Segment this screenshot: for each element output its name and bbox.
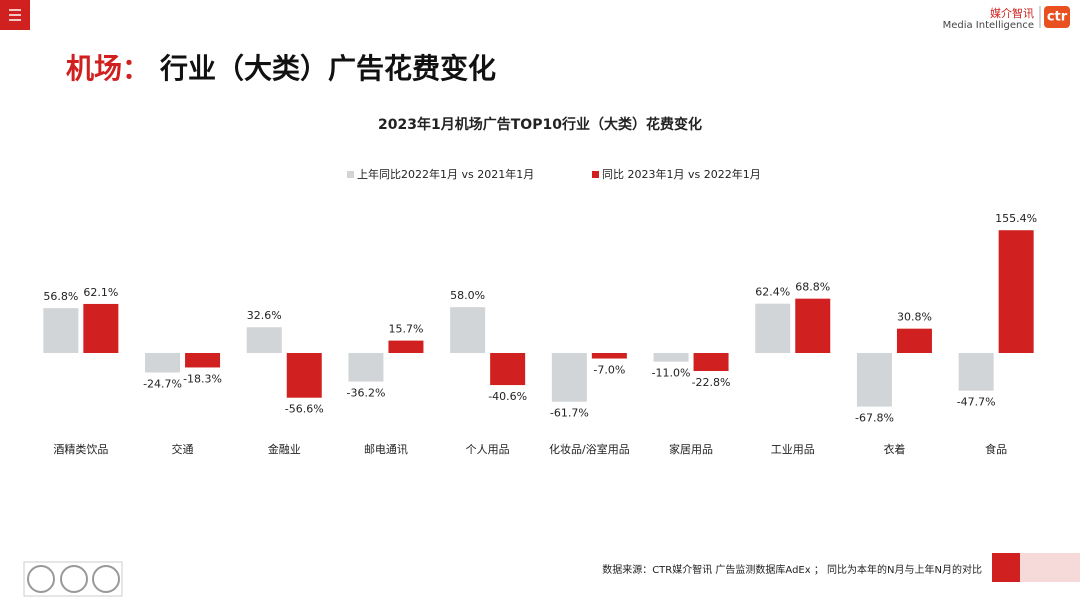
data-label: -47.7% [957,396,996,409]
bar [998,230,1034,353]
bar [755,303,791,353]
data-label: 62.4% [755,286,790,299]
bar [591,353,627,359]
data-label: 30.8% [897,311,932,324]
data-label: -67.8% [855,412,894,425]
x-tick-label: 个人用品 [466,443,510,456]
bar [490,353,526,386]
x-tick-label: 食品 [985,442,1007,456]
bar [450,307,486,353]
footer-band [1020,553,1080,582]
certification-badges [23,561,123,597]
x-tick-label: 金融业 [268,442,301,456]
bar [856,353,892,407]
x-tick-label: 化妆品/浴室用品 [549,442,630,456]
bar [145,353,181,373]
data-label: 62.1% [83,286,118,299]
legend-swatch [347,171,354,178]
legend-label: 同比 2023年1月 vs 2022年1月 [602,167,761,181]
bar [286,353,322,398]
data-label: 68.8% [795,281,830,294]
data-label: 15.7% [388,323,423,336]
bar [551,353,587,402]
x-tick-label: 邮电通讯 [364,443,408,456]
data-label: 56.8% [43,290,78,303]
bar [795,298,831,353]
data-label: -7.0% [593,364,625,377]
data-label: -56.6% [285,403,324,416]
bar [246,327,282,353]
logo-badge [1044,6,1070,28]
slide-title-prefix: 机场： [66,52,150,85]
data-label: 32.6% [247,309,282,322]
chart-title: 2023年1月机场广告TOP10行业（大类）花费变化 [378,116,702,133]
logo-en: Media Intelligence [943,20,1034,31]
data-label: -22.8% [692,376,731,389]
x-tick-label: 酒精类饮品 [53,442,108,456]
data-label: -61.7% [550,407,589,420]
bar [653,353,689,362]
footer-source: 数据来源：CTR媒介智讯 广告监测数据库AdEx ； 同比为本年的N月与上年N月… [602,563,982,576]
data-label: -11.0% [652,367,691,380]
slide-title: 行业（大类）广告花费变化 [159,52,496,85]
chart: 上年同比2022年1月 vs 2021年1月 同比 2023年1月 vs 2022… [43,167,1037,456]
bar [185,353,221,368]
legend-swatch [592,171,599,178]
data-label: 155.4% [995,212,1037,225]
bar [693,353,729,372]
x-tick-label: 衣着 [883,442,905,456]
x-tick-label: 家居用品 [669,442,713,456]
bar [388,340,424,353]
data-label: 58.0% [450,289,485,302]
logo-mark: ctr [1047,10,1068,25]
bar [83,303,119,353]
footer-accent [992,553,1020,582]
bar [43,308,79,353]
data-label: -36.2% [346,387,385,400]
x-tick-label: 交通 [172,442,194,456]
data-label: -40.6% [488,390,527,403]
legend-label: 上年同比2022年1月 vs 2021年1月 [357,167,534,181]
bar [958,353,994,391]
menu-icon [9,9,21,21]
data-label: -18.3% [183,372,222,385]
x-tick-label: 工业用品 [771,443,815,456]
bar [348,353,384,382]
logo-cn: 媒介智讯 [990,6,1034,20]
data-label: -24.7% [143,378,182,391]
bar [896,328,932,353]
